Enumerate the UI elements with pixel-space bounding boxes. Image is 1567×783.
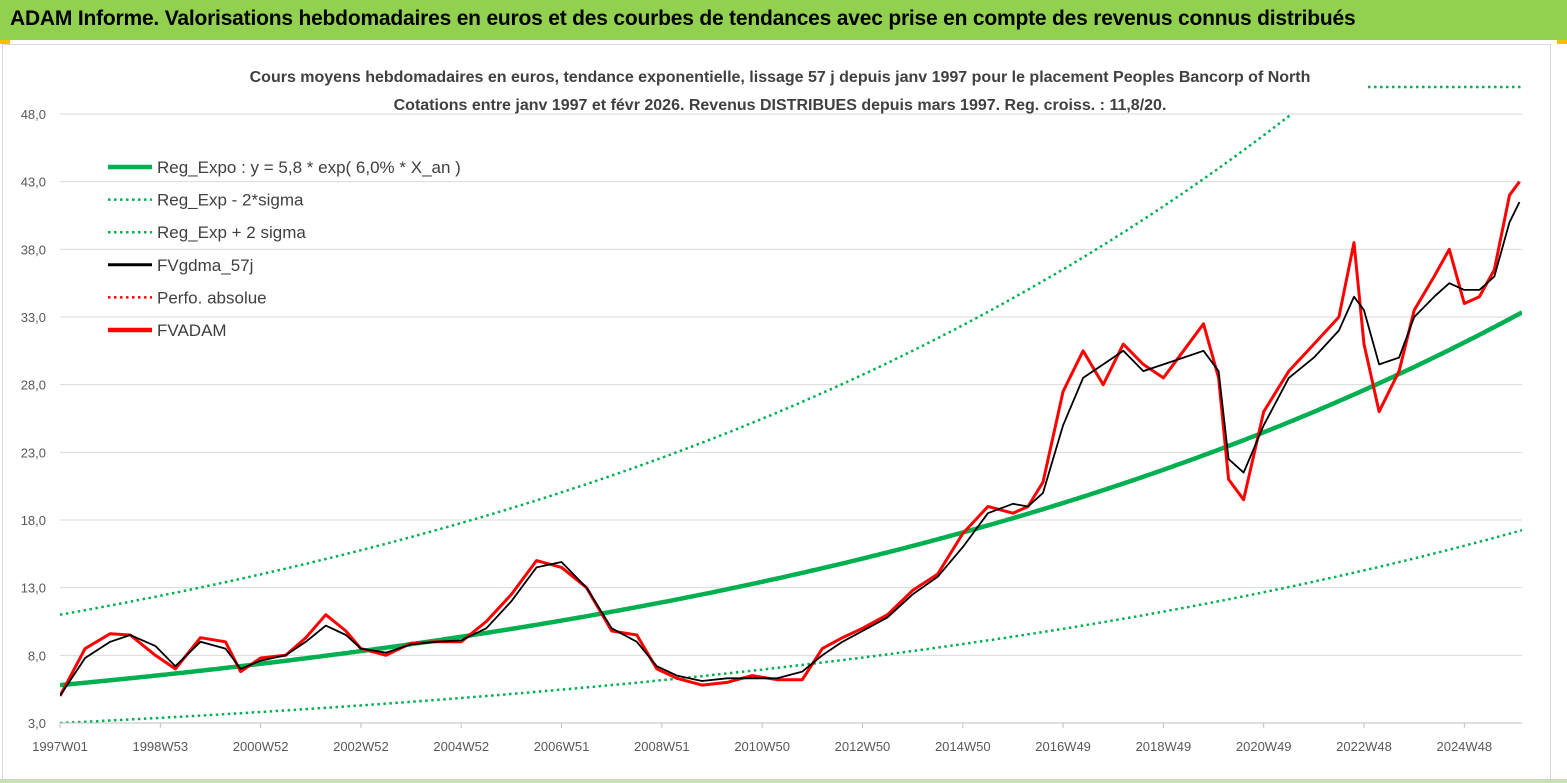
y-tick-label: 8,0 <box>28 648 46 663</box>
x-tick-label: 2010W50 <box>734 739 790 754</box>
x-tick-label: 2012W50 <box>835 739 891 754</box>
fvadam-line <box>60 180 1521 697</box>
regression-curve-1 <box>60 528 1522 723</box>
axis-layer: 48,0 43,0 38,0 33,0 28,0 23,0 18,0 13,0 8,0 3,0 19… <box>21 107 1522 754</box>
y-tick-label: 33,0 <box>21 310 46 325</box>
fvgdma-line <box>60 201 1521 697</box>
y-tick-label: 13,0 <box>21 581 46 596</box>
x-tick-label: 2014W50 <box>935 739 991 754</box>
bottom-band <box>0 779 1567 783</box>
legend-label-2: Reg_Exp + 2 sigma <box>157 223 306 242</box>
x-tick-label: 2022W48 <box>1336 739 1392 754</box>
x-tick-label: 2000W52 <box>233 739 289 754</box>
x-tick-label: 2024W48 <box>1436 739 1492 754</box>
x-tick-label: 2008W51 <box>634 739 690 754</box>
corner-mark-right <box>1557 40 1567 44</box>
y-tick-label: 23,0 <box>21 445 46 460</box>
corner-mark-left <box>0 40 10 44</box>
legend-label-0: Reg_Expo : y = 5,8 * exp( 6,0% * X_an ) <box>157 158 461 177</box>
legend-label-3: FVgdma_57j <box>157 256 253 275</box>
y-tick-label: 43,0 <box>21 175 46 190</box>
chart-title: Cours moyens hebdomadaires en euros, ten… <box>250 69 1311 86</box>
page-title: ADAM Informe. Valorisations hebdomadaire… <box>10 7 1356 30</box>
grid-layer <box>60 113 1522 724</box>
header-band: ADAM Informe. Valorisations hebdomadaire… <box>0 0 1567 40</box>
legend-label-5: FVADAM <box>157 321 227 340</box>
regression-curve-0 <box>60 310 1522 688</box>
legend-label-1: Reg_Exp - 2*sigma <box>157 191 304 210</box>
legend: Reg_Expo : y = 5,8 * exp( 6,0% * X_an ) R… <box>108 158 461 340</box>
x-tick-label: 1997W01 <box>32 739 88 754</box>
x-tick-label: 2004W52 <box>433 739 489 754</box>
x-tick-label: 2020W49 <box>1236 739 1292 754</box>
x-tick-label: 2002W52 <box>333 739 389 754</box>
x-tick-label: 2018W49 <box>1136 739 1192 754</box>
legend-label-4: Perfo. absolue <box>157 288 267 307</box>
x-tick-label: 2006W51 <box>534 739 590 754</box>
x-tick-label: 1998W53 <box>132 739 188 754</box>
y-tick-label: 3,0 <box>28 716 46 731</box>
y-tick-label: 18,0 <box>21 513 46 528</box>
chart-subtitle: Cotations entre janv 1997 et févr 2026. … <box>394 97 1167 114</box>
regression-curve-2 <box>60 114 1294 616</box>
y-tick-label: 38,0 <box>21 242 46 257</box>
x-tick-label: 2016W49 <box>1035 739 1091 754</box>
y-tick-label: 48,0 <box>21 107 46 122</box>
series-layer <box>60 85 1522 723</box>
y-tick-label: 28,0 <box>21 378 46 393</box>
